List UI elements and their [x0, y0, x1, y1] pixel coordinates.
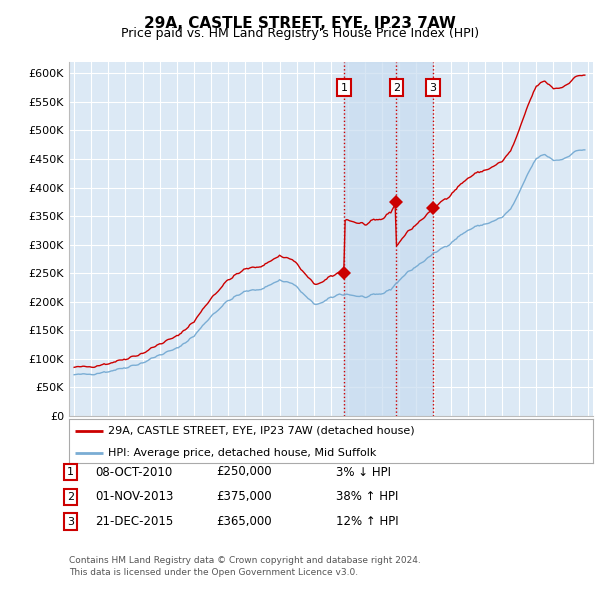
Bar [344, 62, 433, 416]
Text: 1: 1 [341, 83, 348, 93]
Text: 2: 2 [67, 492, 74, 502]
Text: 08-OCT-2010: 08-OCT-2010 [95, 466, 172, 478]
Text: This data is licensed under the Open Government Licence v3.0.: This data is licensed under the Open Gov… [69, 568, 358, 577]
Text: 38% ↑ HPI: 38% ↑ HPI [336, 490, 398, 503]
Text: £250,000: £250,000 [216, 466, 272, 478]
Text: 29A, CASTLE STREET, EYE, IP23 7AW: 29A, CASTLE STREET, EYE, IP23 7AW [144, 16, 456, 31]
Text: 29A, CASTLE STREET, EYE, IP23 7AW (detached house): 29A, CASTLE STREET, EYE, IP23 7AW (detac… [108, 426, 415, 436]
Text: 1: 1 [67, 467, 74, 477]
Text: 3: 3 [430, 83, 437, 93]
Text: £365,000: £365,000 [216, 515, 272, 528]
Text: 3% ↓ HPI: 3% ↓ HPI [336, 466, 391, 478]
Text: £375,000: £375,000 [216, 490, 272, 503]
Text: 3: 3 [67, 517, 74, 526]
Text: HPI: Average price, detached house, Mid Suffolk: HPI: Average price, detached house, Mid … [108, 448, 377, 458]
Text: Contains HM Land Registry data © Crown copyright and database right 2024.: Contains HM Land Registry data © Crown c… [69, 556, 421, 565]
Text: 21-DEC-2015: 21-DEC-2015 [95, 515, 173, 528]
Text: 01-NOV-2013: 01-NOV-2013 [95, 490, 173, 503]
Text: Price paid vs. HM Land Registry's House Price Index (HPI): Price paid vs. HM Land Registry's House … [121, 27, 479, 40]
Text: 2: 2 [393, 83, 400, 93]
Text: 12% ↑ HPI: 12% ↑ HPI [336, 515, 398, 528]
